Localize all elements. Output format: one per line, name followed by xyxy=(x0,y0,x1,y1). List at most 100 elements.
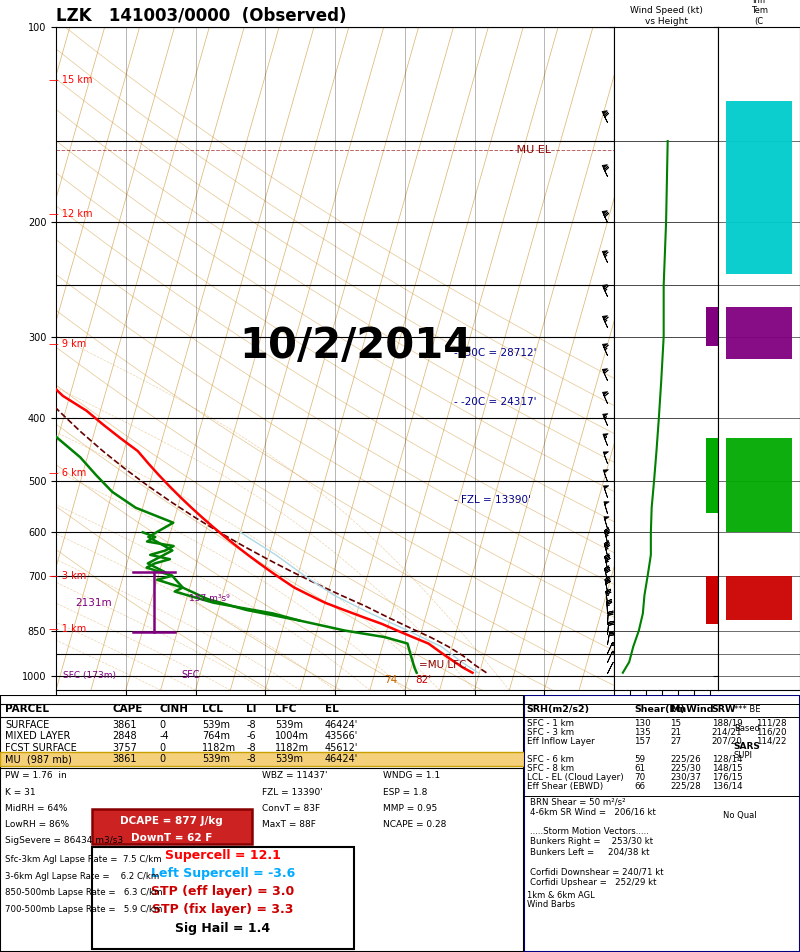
Text: - MU EL: - MU EL xyxy=(510,146,551,155)
Text: BRN Shear = 50 m²/s²: BRN Shear = 50 m²/s² xyxy=(530,797,625,806)
Text: 59: 59 xyxy=(634,755,646,764)
Text: Corfidi Upshear =   252/29 kt: Corfidi Upshear = 252/29 kt xyxy=(530,878,656,887)
Bar xyxy=(706,576,718,599)
Text: LZK   141003/0000  (Observed): LZK 141003/0000 (Observed) xyxy=(56,7,346,25)
Bar xyxy=(726,506,792,532)
Text: -8: -8 xyxy=(246,754,256,764)
Text: LowRH = 86%: LowRH = 86% xyxy=(6,820,70,829)
Text: Sig Hail = 1.4: Sig Hail = 1.4 xyxy=(175,922,270,936)
Text: 45612': 45612' xyxy=(325,743,358,753)
Text: 539m: 539m xyxy=(202,754,230,764)
Text: 1182m: 1182m xyxy=(202,743,236,753)
Bar xyxy=(706,481,718,513)
Text: WNDG = 1.1: WNDG = 1.1 xyxy=(382,771,440,781)
Text: 4-6km SR Wind =   206/16 kt: 4-6km SR Wind = 206/16 kt xyxy=(530,807,655,817)
Text: -4: -4 xyxy=(160,731,170,741)
Text: 66: 66 xyxy=(634,782,646,791)
Text: SFC - 1 km: SFC - 1 km xyxy=(526,719,574,727)
Text: MMP = 0.95: MMP = 0.95 xyxy=(382,803,437,813)
Text: SARS: SARS xyxy=(734,742,761,751)
Text: 0: 0 xyxy=(160,743,166,753)
Text: 764m: 764m xyxy=(202,731,230,741)
Text: 136/14: 136/14 xyxy=(712,782,742,791)
Bar xyxy=(726,472,792,506)
Text: 46424': 46424' xyxy=(325,754,358,764)
Text: - FZL = 13390': - FZL = 13390' xyxy=(454,495,530,505)
Text: SRH(m2/s2): SRH(m2/s2) xyxy=(526,704,590,714)
Text: -8: -8 xyxy=(246,743,256,753)
Text: SRW: SRW xyxy=(712,704,736,714)
Text: LI: LI xyxy=(246,704,257,714)
Text: 225/26: 225/26 xyxy=(670,755,701,764)
Text: 114/22: 114/22 xyxy=(756,737,786,745)
Text: Eff Inflow Layer: Eff Inflow Layer xyxy=(526,737,594,745)
Text: STP (eff layer) = 3.0: STP (eff layer) = 3.0 xyxy=(151,885,294,898)
Text: DCAPE = 877 J/kg: DCAPE = 877 J/kg xyxy=(120,816,222,826)
Text: 3-6km Agl Lapse Rate =    6.2 C/km: 3-6km Agl Lapse Rate = 6.2 C/km xyxy=(6,872,159,881)
Text: SURFACE: SURFACE xyxy=(6,720,50,729)
Text: SFC - 8 km: SFC - 8 km xyxy=(526,764,574,773)
Text: 1km & 6km AGL: 1km & 6km AGL xyxy=(526,891,594,900)
Bar xyxy=(726,438,792,472)
Text: SUPI: SUPI xyxy=(734,751,753,760)
Text: 188/19: 188/19 xyxy=(712,719,742,727)
Text: 74: 74 xyxy=(384,675,397,684)
Text: 230/37: 230/37 xyxy=(670,773,702,782)
Text: EL: EL xyxy=(325,704,338,714)
Text: 3861: 3861 xyxy=(113,754,137,764)
Text: MIXED LAYER: MIXED LAYER xyxy=(6,731,70,741)
Text: SFC - 6 km: SFC - 6 km xyxy=(526,755,574,764)
Text: 116/20: 116/20 xyxy=(756,727,786,737)
Text: WBZ = 11437': WBZ = 11437' xyxy=(262,771,327,781)
Text: — 1 km: — 1 km xyxy=(49,624,86,634)
Text: FCST SURFACE: FCST SURFACE xyxy=(6,743,77,753)
Bar xyxy=(726,576,792,599)
Text: 1182m: 1182m xyxy=(275,743,310,753)
Text: 3757: 3757 xyxy=(113,743,138,753)
Text: =MU LFC: =MU LFC xyxy=(418,660,466,670)
Bar xyxy=(706,307,718,346)
Bar xyxy=(0,751,524,766)
Text: K = 31: K = 31 xyxy=(6,787,36,797)
Text: 214/21: 214/21 xyxy=(712,727,742,737)
Text: 225/30: 225/30 xyxy=(670,764,701,773)
Text: 46424': 46424' xyxy=(325,720,358,729)
Text: 111/28: 111/28 xyxy=(756,719,786,727)
Text: 176/15: 176/15 xyxy=(712,773,742,782)
Text: No Qual: No Qual xyxy=(722,811,756,821)
Text: .....Storm Motion Vectors.....: .....Storm Motion Vectors..... xyxy=(530,826,648,836)
Text: 27: 27 xyxy=(670,737,682,745)
Text: Bunkers Right =    253/30 kt: Bunkers Right = 253/30 kt xyxy=(530,837,653,846)
Bar xyxy=(726,307,792,359)
Text: 15: 15 xyxy=(670,719,682,727)
Text: LFC: LFC xyxy=(275,704,297,714)
Bar xyxy=(92,809,251,844)
Text: -6: -6 xyxy=(246,731,256,741)
Text: Sfc-3km Agl Lapse Rate =  7.5 C/km: Sfc-3km Agl Lapse Rate = 7.5 C/km xyxy=(6,855,162,864)
Bar xyxy=(726,200,792,274)
Text: — 15 km: — 15 km xyxy=(49,75,93,86)
Title: Wind Speed (kt)
vs Height: Wind Speed (kt) vs Height xyxy=(630,7,702,26)
Text: FZL = 13390': FZL = 13390' xyxy=(262,787,322,797)
Text: SFC - 3 km: SFC - 3 km xyxy=(526,727,574,737)
Text: 82': 82' xyxy=(415,675,431,684)
Text: PW = 1.76  in: PW = 1.76 in xyxy=(6,771,67,781)
Text: MU  (987 mb): MU (987 mb) xyxy=(6,754,72,764)
Text: ConvT = 83F: ConvT = 83F xyxy=(262,803,320,813)
Text: 157 m³s⁹: 157 m³s⁹ xyxy=(189,594,230,604)
Text: CAPE: CAPE xyxy=(113,704,143,714)
Text: — 9 km: — 9 km xyxy=(49,339,86,349)
Text: 700-500mb Lapse Rate =   5.9 C/km: 700-500mb Lapse Rate = 5.9 C/km xyxy=(6,905,162,914)
Text: MnWind: MnWind xyxy=(670,704,714,714)
Text: Shear(kt): Shear(kt) xyxy=(634,704,686,714)
Text: 1004m: 1004m xyxy=(275,731,309,741)
Text: ESP = 1.8: ESP = 1.8 xyxy=(382,787,427,797)
Text: 70: 70 xyxy=(634,773,646,782)
Text: NCAPE = 0.28: NCAPE = 0.28 xyxy=(382,820,446,829)
Text: Left Supercell = -3.6: Left Supercell = -3.6 xyxy=(150,867,295,880)
Text: - -30C = 28712': - -30C = 28712' xyxy=(454,348,536,358)
Bar xyxy=(726,599,792,621)
Text: 3861: 3861 xyxy=(113,720,137,729)
Text: SFC: SFC xyxy=(182,670,200,680)
Text: — 12 km: — 12 km xyxy=(49,208,93,219)
